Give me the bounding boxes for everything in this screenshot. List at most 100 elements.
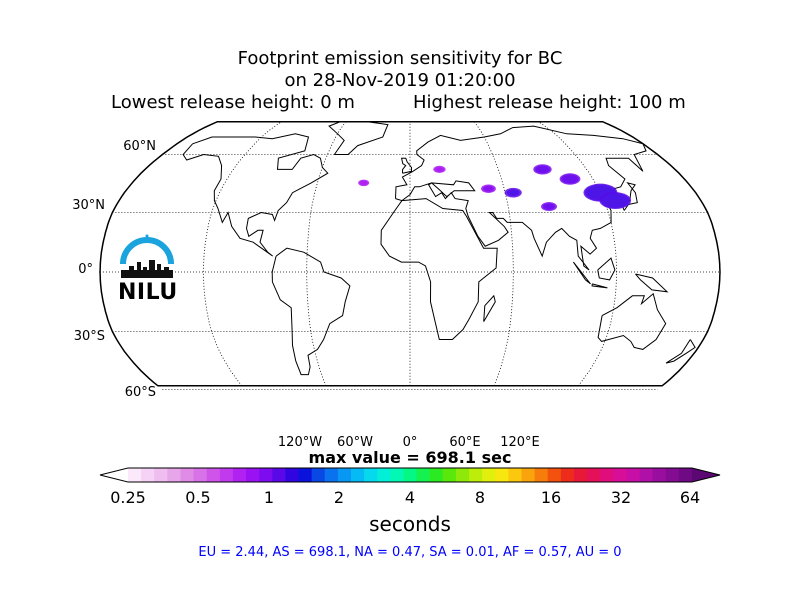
lon-label-60w: 60°W bbox=[337, 435, 373, 450]
coastline bbox=[271, 247, 351, 376]
coastlines bbox=[182, 121, 696, 376]
colorbar-cell bbox=[390, 468, 404, 482]
coastline bbox=[395, 125, 647, 271]
colorbar-cell bbox=[193, 468, 208, 482]
colorbar-cell bbox=[521, 468, 536, 482]
colorbar-max-extend bbox=[692, 468, 720, 482]
colorbar-tick-label: 0.5 bbox=[185, 488, 211, 507]
colorbar-cell bbox=[232, 468, 247, 482]
colorbar-cell bbox=[377, 468, 391, 482]
lon-label-60e: 60°E bbox=[449, 435, 481, 450]
colorbar-cell bbox=[219, 468, 234, 482]
colorbar-cell bbox=[678, 468, 693, 482]
colorbar-cell bbox=[442, 468, 457, 482]
colorbar-cell bbox=[455, 468, 470, 482]
colorbar-cell bbox=[337, 468, 352, 482]
colorbar-cell bbox=[128, 468, 142, 482]
max-value: max value = 698.1 sec bbox=[308, 448, 512, 467]
lat-label-30s: 30°S bbox=[73, 329, 105, 344]
coastline bbox=[483, 294, 496, 322]
colorbar-cell bbox=[626, 468, 641, 482]
colorbar-cell bbox=[364, 468, 378, 482]
colorbar-tick-label: 4 bbox=[404, 488, 416, 507]
colorbar-cell bbox=[587, 468, 601, 482]
colorbar-tick-label: 16 bbox=[540, 488, 562, 507]
colorbar-cell bbox=[180, 468, 195, 482]
lon-label-120e: 120°E bbox=[500, 435, 540, 450]
title-line-2: on 28-Nov-2019 01:20:00 bbox=[284, 70, 516, 91]
sensitivity-hotspot bbox=[599, 192, 632, 209]
sensitivity-field bbox=[358, 164, 632, 212]
colorbar-cell bbox=[272, 468, 286, 482]
colorbar-tick-label: 2 bbox=[333, 488, 345, 507]
meridian-line bbox=[306, 121, 347, 386]
colorbar-cell bbox=[246, 468, 260, 482]
colorbar-cell bbox=[206, 468, 221, 482]
colorbar-tick-label: 8 bbox=[474, 488, 486, 507]
sensitivity-hotspot bbox=[481, 184, 496, 193]
coastline bbox=[597, 257, 616, 281]
colorbar-tick-label: 1 bbox=[263, 488, 275, 507]
map-outline bbox=[99, 120, 721, 387]
colorbar-cell bbox=[259, 468, 273, 482]
coastline bbox=[182, 133, 329, 257]
sensitivity-hotspot bbox=[559, 173, 581, 185]
lon-label-120w: 120°W bbox=[277, 435, 323, 450]
colorbar-cell bbox=[141, 468, 155, 482]
colorbar-cell bbox=[560, 468, 575, 482]
colorbar-cell bbox=[416, 468, 431, 482]
nilu-logo-icon bbox=[120, 234, 174, 278]
meridian-line bbox=[538, 121, 618, 387]
lat-label-0: 0° bbox=[78, 262, 93, 277]
coastline bbox=[665, 339, 696, 364]
colorbar-tick-label: 0.25 bbox=[110, 488, 146, 507]
meridian-line bbox=[473, 121, 514, 386]
colorbar-cell bbox=[495, 468, 509, 482]
lon-label-0: 0° bbox=[402, 435, 418, 450]
sensitivity-hotspot bbox=[504, 187, 522, 198]
colorbar-cell bbox=[350, 468, 365, 482]
colorbar-cell bbox=[429, 468, 444, 482]
lat-label-60n: 60°N bbox=[123, 139, 156, 154]
colorbar-cell bbox=[167, 468, 181, 482]
colorbar-min-extend bbox=[100, 468, 128, 482]
coastline bbox=[635, 273, 669, 293]
coastline bbox=[572, 261, 591, 285]
region-summary: EU = 2.44, AS = 698.1, NA = 0.47, SA = 0… bbox=[198, 545, 622, 560]
sensitivity-hotspot bbox=[358, 179, 370, 187]
colorbar-cell bbox=[154, 468, 168, 482]
lat-label-30n: 30°N bbox=[72, 198, 105, 213]
colorbar-cell bbox=[324, 468, 339, 482]
colorbar-cell bbox=[600, 468, 614, 482]
sensitivity-hotspot bbox=[541, 202, 558, 212]
colorbar-cell bbox=[534, 468, 549, 482]
colorbar-cell bbox=[482, 468, 496, 482]
colorbar-cell bbox=[469, 468, 483, 482]
coastline bbox=[597, 292, 667, 350]
colorbar-cell bbox=[285, 468, 300, 482]
colorbar-cell bbox=[403, 468, 418, 482]
colorbar-outline bbox=[99, 467, 721, 483]
highest-release-height: Highest release height: 100 m bbox=[413, 92, 686, 113]
nilu-logo-text: NILU bbox=[118, 280, 178, 305]
colorbar-cell bbox=[665, 468, 680, 482]
colorbar-cell bbox=[613, 468, 627, 482]
coastline bbox=[380, 198, 498, 340]
colorbar-cell bbox=[547, 468, 562, 482]
colorbar-cell bbox=[573, 468, 588, 482]
colorbar-cell bbox=[508, 468, 522, 482]
sensitivity-hotspot bbox=[433, 165, 446, 173]
colorbar-cell bbox=[311, 468, 326, 482]
colorbar-units: seconds bbox=[369, 512, 451, 536]
lowest-release-height: Lowest release height: 0 m bbox=[111, 92, 355, 113]
colorbar-cell bbox=[298, 468, 313, 482]
coastline bbox=[591, 283, 608, 289]
colorbar-cell bbox=[639, 468, 654, 482]
sensitivity-hotspot bbox=[533, 164, 552, 175]
colorbar-cells bbox=[100, 468, 720, 482]
colorbar-tick-label: 64 bbox=[679, 488, 701, 507]
graticule bbox=[100, 121, 720, 390]
colorbar-cell bbox=[652, 468, 667, 482]
